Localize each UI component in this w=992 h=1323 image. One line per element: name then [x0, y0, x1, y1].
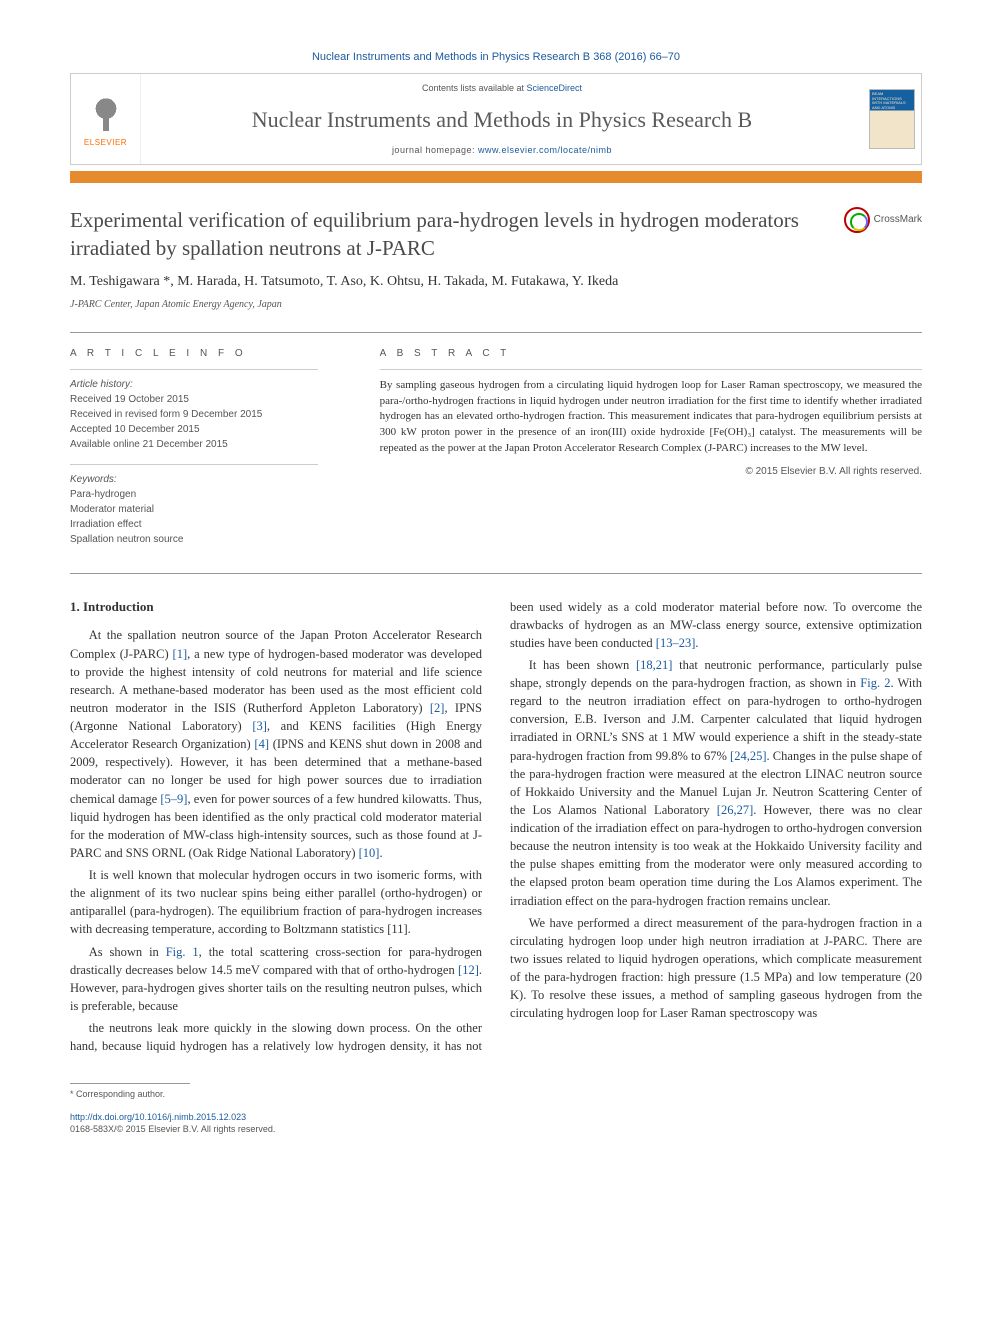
copyright: © 2015 Elsevier B.V. All rights reserved… [380, 465, 922, 479]
article-title: Experimental verification of equilibrium… [70, 207, 844, 262]
keyword-item: Moderator material [70, 503, 340, 517]
elsevier-logo: ELSEVIER [71, 74, 141, 164]
history-item: Received in revised form 9 December 2015 [70, 408, 340, 422]
doi-link[interactable]: http://dx.doi.org/10.1016/j.nimb.2015.12… [70, 1112, 246, 1122]
keyword-item: Para-hydrogen [70, 488, 340, 502]
body-paragraph: As shown in Fig. 1, the total scattering… [70, 943, 482, 1016]
reference-link[interactable]: [2] [430, 701, 445, 715]
reference-link[interactable]: [3] [252, 719, 267, 733]
body-paragraph: It is well known that molecular hydrogen… [70, 866, 482, 939]
elsevier-tree-icon [84, 91, 128, 135]
corresponding-author: * Corresponding author. [70, 1088, 922, 1101]
cover-thumbnail-icon [869, 89, 915, 149]
journal-cover [863, 74, 921, 164]
keyword-item: Irradiation effect [70, 518, 340, 532]
divider [380, 369, 922, 370]
reference-link[interactable]: [4] [254, 737, 269, 751]
header-center: Contents lists available at ScienceDirec… [141, 74, 863, 164]
elsevier-label: ELSEVIER [84, 137, 127, 148]
reference-link[interactable]: [5–9] [160, 792, 187, 806]
authors-list: M. Teshigawara *, M. Harada, H. Tatsumot… [70, 272, 922, 292]
reference-link[interactable]: [13–23] [656, 636, 696, 650]
divider [70, 369, 318, 370]
abstract-label: A B S T R A C T [380, 347, 922, 361]
contents-line: Contents lists available at ScienceDirec… [151, 82, 853, 95]
article-info-label: A R T I C L E I N F O [70, 347, 340, 361]
page-footer: * Corresponding author. http://dx.doi.or… [70, 1083, 922, 1136]
crossmark-label: CrossMark [874, 213, 922, 227]
footer-rule [70, 1083, 190, 1084]
journal-name: Nuclear Instruments and Methods in Physi… [151, 105, 853, 136]
reference-link[interactable]: [18,21] [636, 658, 672, 672]
body-paragraph: We have performed a direct measurement o… [510, 914, 922, 1023]
divider [70, 464, 318, 465]
reference-link[interactable]: Fig. 2 [860, 676, 890, 690]
reference-link[interactable]: [12] [458, 963, 479, 977]
crossmark-badge[interactable]: CrossMark [844, 207, 922, 233]
journal-header: ELSEVIER Contents lists available at Sci… [70, 73, 922, 165]
reference-link[interactable]: [26,27] [717, 803, 753, 817]
history-label: Article history: [70, 379, 133, 390]
crossmark-icon [844, 207, 870, 233]
history-item: Available online 21 December 2015 [70, 438, 340, 452]
abstract: A B S T R A C T By sampling gaseous hydr… [360, 347, 922, 559]
history-item: Received 19 October 2015 [70, 393, 340, 407]
reference-link[interactable]: [24,25] [730, 749, 766, 763]
history-item: Accepted 10 December 2015 [70, 423, 340, 437]
homepage-line: journal homepage: www.elsevier.com/locat… [151, 144, 853, 157]
article-info: A R T I C L E I N F O Article history: R… [70, 347, 360, 559]
body-text: 1. Introduction At the spallation neutro… [70, 598, 922, 1056]
homepage-prefix: journal homepage: [392, 145, 478, 155]
orange-divider [70, 171, 922, 183]
sciencedirect-link[interactable]: ScienceDirect [527, 83, 583, 93]
reference-link[interactable]: Fig. 1 [166, 945, 199, 959]
keywords-label: Keywords: [70, 474, 117, 485]
section-heading: 1. Introduction [70, 598, 482, 617]
homepage-link[interactable]: www.elsevier.com/locate/nimb [478, 145, 612, 155]
affiliation: J-PARC Center, Japan Atomic Energy Agenc… [70, 298, 922, 312]
reference-link[interactable]: [10] [359, 846, 380, 860]
journal-reference: Nuclear Instruments and Methods in Physi… [70, 50, 922, 65]
body-paragraph: At the spallation neutron source of the … [70, 626, 482, 862]
issn-copyright: 0168-583X/© 2015 Elsevier B.V. All right… [70, 1123, 922, 1136]
abstract-text: By sampling gaseous hydrogen from a circ… [380, 378, 922, 458]
body-paragraph: It has been shown [18,21] that neutronic… [510, 656, 922, 910]
keyword-item: Spallation neutron source [70, 533, 340, 547]
contents-prefix: Contents lists available at [422, 83, 527, 93]
reference-link[interactable]: [1] [173, 647, 188, 661]
